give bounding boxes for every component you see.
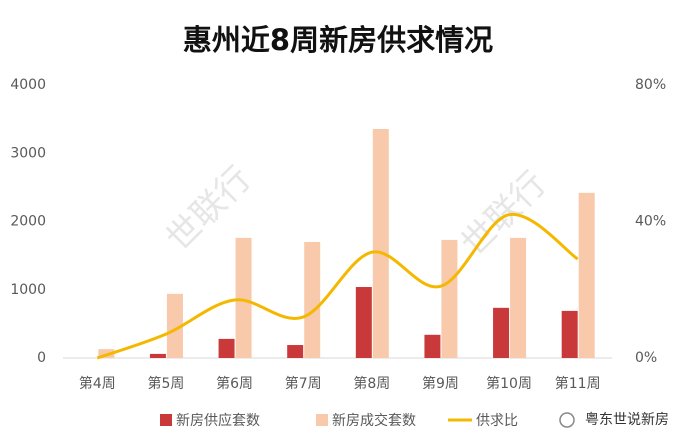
bar [355, 287, 372, 358]
y-tick-label: 0 [37, 350, 46, 366]
chart-title: 惠州近8周新房供求情况 [183, 23, 493, 57]
y-tick-label: 4000 [10, 77, 46, 93]
bar [561, 310, 578, 358]
watermark: 世联行 [454, 164, 554, 264]
x-tick-label: 第4周 [79, 375, 116, 392]
bar [372, 129, 389, 358]
x-tick-label: 第8周 [353, 375, 390, 392]
bar [149, 353, 166, 358]
x-tick-label: 第5周 [147, 375, 184, 392]
bar [510, 237, 527, 358]
bar [287, 345, 304, 358]
bar [218, 338, 235, 358]
legend-label: 新房供应套数 [176, 412, 260, 429]
x-tick-label: 第9周 [422, 375, 459, 392]
legend-swatch [316, 414, 328, 426]
bar [493, 307, 510, 358]
bar [166, 293, 183, 358]
source: 粤东世说新房 [585, 412, 669, 428]
x-tick-label: 第6周 [216, 375, 253, 392]
y2-tick-label: 80% [635, 77, 666, 93]
bar [578, 192, 595, 358]
bar [235, 237, 252, 358]
legend-label: 供求比 [476, 413, 518, 429]
y-tick-label: 2000 [10, 214, 46, 230]
y2-tick-label: 40% [635, 214, 666, 230]
x-tick-label: 第7周 [285, 375, 322, 392]
line [96, 213, 579, 360]
bar [424, 334, 441, 358]
source-icon [559, 412, 575, 428]
y2-tick-label: 0% [635, 350, 657, 366]
bar [304, 241, 321, 358]
bar [441, 239, 458, 358]
y-tick-label: 1000 [10, 282, 46, 298]
legend-label: 新房成交套数 [332, 412, 416, 429]
legend-swatch [160, 414, 172, 426]
y-tick-label: 3000 [10, 145, 46, 161]
x-tick-label: 第10周 [486, 375, 532, 392]
x-tick-label: 第11周 [555, 375, 601, 392]
